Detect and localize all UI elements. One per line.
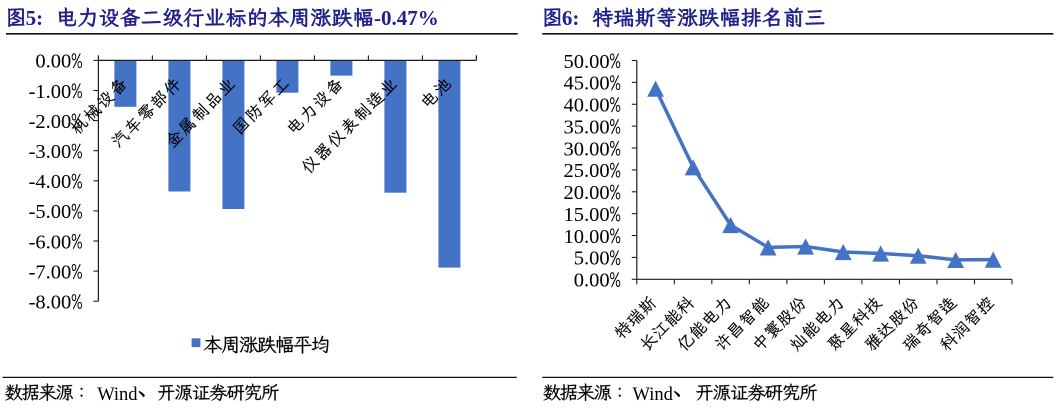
svg-text:0.00: 0.00 — [574, 270, 610, 292]
svg-text:-6.00: -6.00 — [29, 231, 72, 253]
svg-text:-5.00: -5.00 — [29, 201, 72, 223]
svg-text:20.00: 20.00 — [563, 182, 609, 204]
svg-text:35.00: 35.00 — [563, 116, 609, 138]
svg-text:25.00: 25.00 — [563, 160, 609, 182]
svg-text:5:: 5: — [26, 6, 43, 30]
svg-text:-8.00: -8.00 — [29, 292, 72, 314]
svg-text:30.00: 30.00 — [563, 138, 609, 160]
svg-text:15.00: 15.00 — [563, 204, 609, 226]
svg-text:Wind: Wind — [97, 385, 138, 405]
svg-text:-2.00: -2.00 — [29, 111, 72, 133]
svg-text:6:: 6: — [562, 6, 580, 30]
svg-text:50.00: 50.00 — [563, 51, 609, 73]
svg-text:5.00: 5.00 — [574, 248, 610, 270]
svg-text:-0.47%: -0.47% — [374, 6, 439, 30]
svg-text:40.00: 40.00 — [563, 95, 609, 117]
svg-text:0.00: 0.00 — [35, 51, 71, 73]
svg-text:Wind: Wind — [633, 385, 674, 405]
svg-text:-3.00: -3.00 — [29, 141, 72, 163]
svg-text:-4.00: -4.00 — [29, 171, 72, 193]
svg-text:45.00: 45.00 — [563, 73, 609, 95]
svg-text:-1.00: -1.00 — [29, 81, 72, 103]
svg-text:10.00: 10.00 — [563, 226, 609, 248]
svg-text:-7.00: -7.00 — [29, 261, 72, 283]
